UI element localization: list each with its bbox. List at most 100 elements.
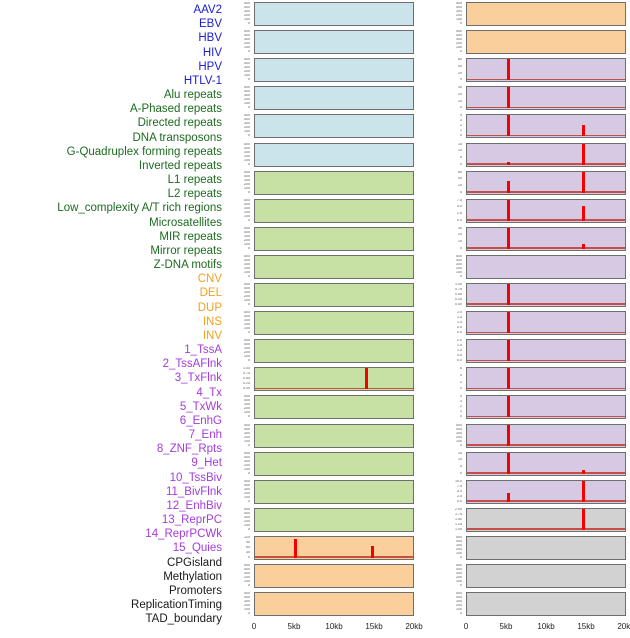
track-row[interactable] — [254, 423, 414, 448]
data-bar[interactable] — [371, 546, 375, 558]
track-row[interactable] — [254, 311, 414, 336]
track-row[interactable] — [254, 339, 414, 364]
data-bar[interactable] — [506, 284, 510, 305]
data-bar[interactable] — [582, 124, 586, 137]
data-bar[interactable] — [582, 244, 586, 249]
track-row[interactable] — [254, 142, 414, 167]
y-tick-label: 2 — [460, 124, 462, 128]
track-row[interactable] — [466, 507, 626, 532]
data-bar[interactable] — [506, 396, 510, 418]
data-bar[interactable] — [506, 227, 510, 249]
y-tick-label: 300 — [244, 66, 250, 70]
data-bar[interactable] — [506, 452, 510, 474]
data-bar[interactable] — [506, 115, 510, 137]
track-row[interactable] — [254, 592, 414, 617]
track-row[interactable] — [254, 198, 414, 223]
y-tick-label: 0 — [248, 331, 250, 335]
x-tick-label: 20kb — [405, 622, 423, 632]
track-row[interactable] — [254, 254, 414, 279]
track-row[interactable] — [466, 114, 626, 139]
data-bar[interactable] — [506, 424, 510, 446]
y-tick-label: 0 — [248, 499, 250, 503]
track-row[interactable] — [254, 367, 414, 392]
y-tick-label: 400 — [244, 174, 250, 178]
track-row[interactable] — [254, 170, 414, 195]
y-tick-label: 300 — [244, 122, 250, 126]
y-tick-label: 200 — [244, 435, 250, 439]
track-row[interactable] — [254, 507, 414, 532]
y-tick-label: 100 — [244, 355, 250, 359]
track-row[interactable] — [254, 2, 414, 26]
data-bar[interactable] — [582, 171, 586, 193]
data-bar[interactable] — [506, 340, 510, 362]
data-bar[interactable] — [506, 199, 510, 221]
track-row[interactable] — [466, 535, 626, 560]
y-tick-label: 1.00 — [455, 283, 462, 286]
track-row[interactable] — [254, 114, 414, 139]
track-row[interactable] — [466, 311, 626, 336]
y-tick-label: 300 — [244, 347, 250, 351]
y-tick-label: 400 — [244, 202, 250, 206]
y-tick-label: 0 — [460, 106, 462, 110]
data-bar[interactable] — [506, 181, 510, 193]
track-row[interactable] — [254, 395, 414, 420]
track-row[interactable] — [466, 86, 626, 111]
data-bar[interactable] — [506, 59, 510, 81]
y-tick-label: 1.75 — [455, 512, 462, 516]
track-row[interactable] — [466, 142, 626, 167]
track-row[interactable] — [254, 564, 414, 588]
track-row[interactable] — [254, 86, 414, 111]
track-row[interactable] — [466, 339, 626, 364]
y-tick-label: 500 — [456, 564, 462, 567]
y-tick-label: 4 — [460, 114, 462, 118]
track-row[interactable] — [254, 535, 414, 560]
track-row[interactable] — [254, 58, 414, 83]
data-bar[interactable] — [506, 312, 510, 334]
y-tick-label: 0 — [248, 303, 250, 306]
track-row[interactable] — [466, 198, 626, 223]
track-row[interactable] — [254, 30, 414, 55]
data-bar[interactable] — [293, 538, 297, 558]
data-bar[interactable] — [506, 161, 510, 165]
track-row[interactable] — [254, 479, 414, 504]
y-tick-label: 400 — [244, 62, 250, 66]
y-tick-label: 0 — [248, 22, 250, 25]
track-row[interactable] — [466, 395, 626, 420]
track-row[interactable] — [466, 451, 626, 476]
data-bar[interactable] — [506, 492, 510, 502]
track-row[interactable] — [254, 283, 414, 307]
track-row[interactable] — [254, 451, 414, 476]
row-label-replicationtiming: ReplicationTiming — [131, 599, 222, 612]
data-bar[interactable] — [506, 368, 510, 390]
data-bar[interactable] — [582, 480, 586, 502]
data-bar[interactable] — [582, 508, 586, 530]
y-tick-label: 300 — [244, 178, 250, 182]
data-bar[interactable] — [582, 470, 586, 474]
track-row[interactable] — [466, 564, 626, 588]
data-bar[interactable] — [582, 143, 586, 165]
track-row[interactable] — [466, 283, 626, 307]
track-row[interactable] — [466, 367, 626, 392]
y-tick-label: 20 — [458, 233, 462, 237]
track-row[interactable] — [466, 58, 626, 83]
track-row[interactable] — [466, 423, 626, 448]
data-bar[interactable] — [364, 368, 368, 390]
row-label-promoters: Promoters — [168, 584, 222, 597]
y-tick-label: 300 — [244, 291, 250, 294]
data-bar[interactable] — [582, 205, 586, 221]
track-row[interactable] — [254, 226, 414, 251]
y-tick-label: 100 — [244, 18, 250, 21]
track-row[interactable] — [466, 30, 626, 55]
track-row[interactable] — [466, 170, 626, 195]
track-row[interactable] — [466, 254, 626, 279]
track-row[interactable] — [466, 592, 626, 617]
y-tick-label: 500 — [456, 30, 462, 34]
track-row[interactable] — [466, 226, 626, 251]
row-label-hiv: HIV — [202, 46, 222, 59]
y-tick-label: 60 — [458, 58, 462, 62]
track-row[interactable] — [466, 479, 626, 504]
track-row[interactable] — [466, 2, 626, 26]
y-tick-label: 200 — [456, 14, 462, 17]
data-bar[interactable] — [506, 87, 510, 109]
